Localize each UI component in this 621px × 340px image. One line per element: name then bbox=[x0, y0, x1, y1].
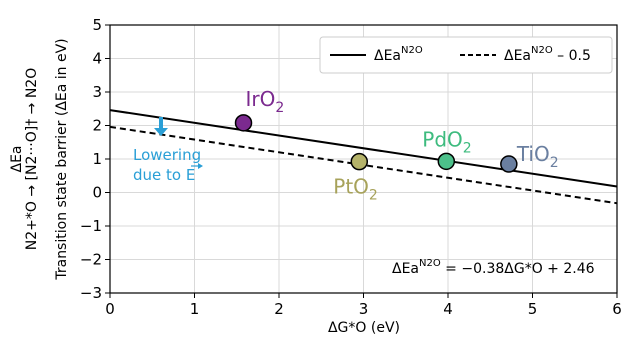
down-arrow-head-icon bbox=[154, 128, 168, 136]
data-point-pto2 bbox=[350, 152, 369, 171]
y-axis-label-inner: Transition state barrier (ΔEa in eV) bbox=[54, 38, 70, 280]
x-tick-label: 0 bbox=[105, 300, 115, 318]
x-tick-label: 4 bbox=[443, 300, 453, 318]
data-point-pdo2 bbox=[437, 152, 456, 171]
vector-arrow-head-icon bbox=[198, 163, 203, 169]
fit-line-dashed bbox=[109, 125, 618, 205]
svg-text:N2+*O → [N2···O]† → N2O: N2+*O → [N2···O]† → N2O bbox=[24, 68, 40, 250]
x-tick-label: 1 bbox=[190, 300, 200, 318]
legend-dashed-label: ΔEaN2O – 0.5 bbox=[504, 45, 591, 64]
y-axis-label-outer-arrow-label: ΔEa bbox=[9, 145, 25, 172]
x-axis-label: ΔG*O (eV) bbox=[328, 320, 400, 336]
data-point-tio2 bbox=[500, 155, 518, 173]
point-label-tio2: TiO2 bbox=[516, 142, 559, 171]
point-label-iro2: IrO2 bbox=[246, 87, 285, 116]
y-tick-label: 1 bbox=[92, 150, 102, 168]
fit-lines bbox=[109, 109, 618, 205]
data-points: IrO2 PtO2 PdO2 TiO2 bbox=[234, 87, 559, 204]
plot-frame bbox=[109, 24, 618, 294]
legend: ΔEaN2O ΔEaN2O – 0.5 bbox=[319, 36, 613, 74]
annotation-line-1: Lowering bbox=[133, 146, 201, 164]
axis-ticks: 0 1 2 3 4 5 6 −3 −2 −1 0 1 2 3 4 5 bbox=[80, 16, 621, 318]
y-tick-label: −2 bbox=[80, 251, 102, 269]
data-point-iro2 bbox=[234, 114, 253, 132]
point-label-pto2: PtO2 bbox=[333, 175, 378, 204]
legend-solid-label: ΔEaN2O bbox=[374, 45, 423, 64]
x-tick-label: 3 bbox=[359, 300, 369, 318]
x-tick-label: 6 bbox=[612, 300, 621, 318]
y-tick-label: 3 bbox=[92, 83, 102, 101]
y-tick-label: −3 bbox=[80, 284, 102, 302]
y-tick-label: −1 bbox=[80, 217, 102, 235]
field-annotation: Lowering due to E bbox=[133, 117, 203, 184]
legend-box bbox=[319, 36, 613, 74]
annotation-line-2: due to E bbox=[133, 166, 195, 184]
x-tick-label: 2 bbox=[274, 300, 284, 318]
y-tick-label: 5 bbox=[92, 16, 102, 34]
y-tick-label: 2 bbox=[92, 117, 102, 135]
fit-line-solid bbox=[109, 109, 618, 188]
y-tick-label: 4 bbox=[92, 50, 102, 68]
point-label-pdo2: PdO2 bbox=[422, 127, 471, 156]
y-tick-label: 0 bbox=[92, 184, 102, 202]
x-tick-label: 5 bbox=[528, 300, 538, 318]
y-axis-label-outer: N2+*O → [N2···O]† → N2O ΔEa bbox=[9, 68, 40, 250]
fit-equation: ΔEaN2O = −0.38ΔG*O + 2.46 bbox=[392, 258, 595, 277]
